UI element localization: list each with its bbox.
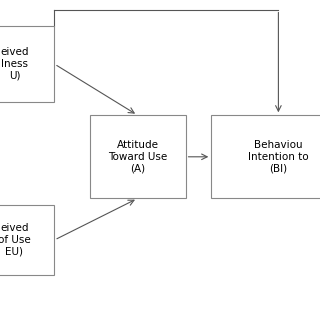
Text: eived
lness
U): eived lness U) [0, 47, 29, 81]
Text: Behaviou
Intention to
(BI): Behaviou Intention to (BI) [248, 140, 309, 173]
Bar [0, 26, 54, 102]
Bar [90, 115, 186, 198]
Bar [0, 205, 54, 275]
Bar [211, 115, 320, 198]
Text: Attitude
Toward Use
(A): Attitude Toward Use (A) [108, 140, 167, 173]
Text: eived
of Use
EU): eived of Use EU) [0, 223, 31, 257]
